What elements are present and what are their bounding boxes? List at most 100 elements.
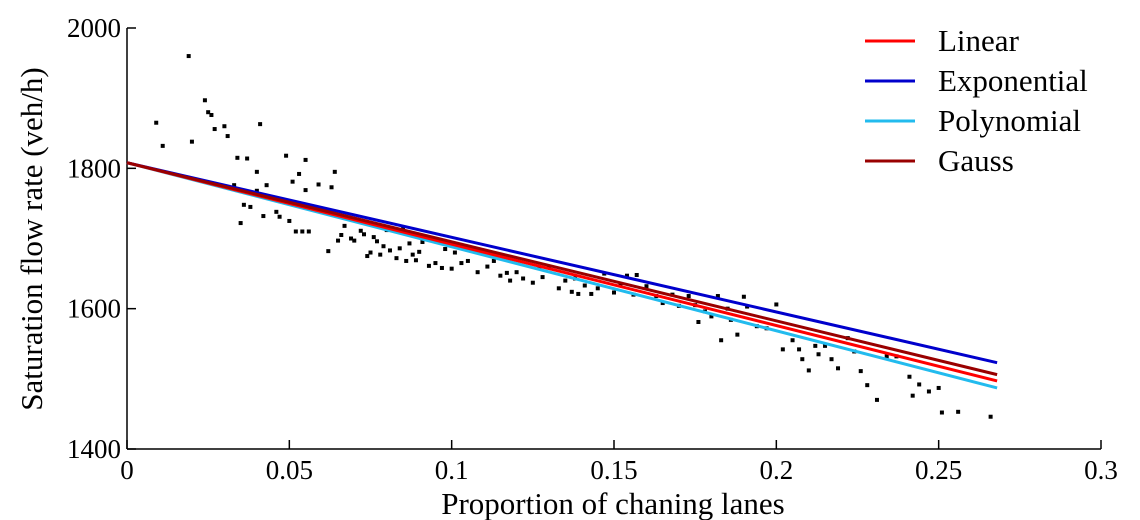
data-point (241, 202, 246, 207)
data-point (186, 54, 191, 59)
data-point (245, 156, 250, 161)
data-point (349, 236, 354, 241)
data-point (339, 232, 344, 237)
data-point (261, 214, 266, 219)
data-point (316, 182, 321, 187)
data-point (709, 314, 714, 319)
data-point (452, 250, 457, 255)
x-tick-label: 0 (120, 455, 134, 485)
data-point (417, 249, 422, 254)
data-point (939, 410, 944, 415)
data-point (433, 261, 438, 266)
legend-label-polynomial: Polynomial (938, 103, 1081, 138)
data-point (365, 254, 370, 259)
data-point (660, 301, 665, 306)
data-point (816, 352, 821, 357)
data-point (209, 113, 214, 118)
data-point (374, 239, 379, 244)
data-point (926, 389, 931, 394)
data-point (485, 264, 490, 269)
data-point (449, 266, 454, 271)
fit-lines (126, 161, 998, 390)
data-point (589, 291, 594, 296)
data-point (595, 286, 600, 291)
data-point (258, 122, 263, 127)
data-point (287, 218, 292, 223)
data-point (293, 229, 298, 234)
data-point (368, 250, 373, 255)
y-axis-label: Saturation flow rate (veh/h) (14, 67, 49, 410)
data-point (735, 332, 740, 337)
data-point (521, 276, 526, 281)
data-point (514, 270, 519, 275)
x-tick-label: 0.05 (266, 455, 313, 485)
data-point (342, 223, 347, 228)
data-point (407, 241, 412, 246)
data-point (362, 232, 367, 237)
tick-labels: 0 0.05 0.1 0.15 0.2 0.25 0.3 1400 1600 1800 2000 (67, 13, 1118, 485)
data-point (475, 270, 480, 275)
data-point (800, 357, 805, 362)
data-point (154, 120, 159, 125)
data-point (300, 229, 305, 234)
data-point (329, 185, 334, 190)
data-point (806, 368, 811, 373)
data-point (225, 134, 230, 139)
data-point (378, 252, 383, 257)
data-point (465, 258, 470, 263)
data-points (154, 54, 993, 419)
data-point (248, 204, 253, 209)
data-point (644, 284, 649, 289)
data-point (264, 183, 269, 188)
series-line-gauss (126, 161, 998, 377)
legend-label-linear: Linear (938, 23, 1020, 58)
data-point (612, 290, 616, 295)
data-point (358, 228, 363, 233)
data-point (829, 357, 834, 362)
x-tick-label: 0.15 (590, 455, 637, 485)
data-point (582, 283, 587, 288)
data-point (222, 124, 227, 129)
x-tick-label: 0.1 (435, 455, 469, 485)
data-point (884, 354, 889, 359)
data-point (907, 374, 912, 379)
data-point (371, 235, 376, 240)
data-point (381, 244, 386, 249)
data-point (235, 155, 240, 160)
data-point (715, 294, 720, 299)
data-point (459, 261, 464, 266)
data-point (780, 347, 785, 352)
y-tick-label: 1600 (67, 294, 121, 324)
data-point (988, 414, 993, 419)
data-point (306, 229, 311, 234)
data-point (790, 338, 795, 343)
data-point (910, 393, 915, 398)
data-point (498, 273, 503, 278)
x-tick-label: 0.3 (1084, 455, 1118, 485)
data-point (274, 209, 279, 214)
y-tick-label: 1400 (67, 434, 121, 464)
data-point (696, 319, 701, 324)
data-point (556, 286, 561, 291)
data-point (290, 179, 295, 184)
data-point (865, 383, 870, 388)
y-tick-label: 2000 (67, 13, 121, 43)
legend-label-exponential: Exponential (938, 63, 1088, 98)
data-point (277, 214, 282, 219)
axes (126, 27, 1102, 450)
data-point (212, 127, 217, 132)
x-axis-label: Proportion of chaning lanes (441, 486, 785, 520)
data-point (569, 289, 574, 294)
data-point (394, 256, 399, 261)
data-point (719, 338, 724, 343)
data-point (823, 343, 828, 348)
data-point (284, 153, 289, 158)
data-point (530, 280, 535, 285)
data-point (254, 169, 259, 174)
data-point (504, 270, 509, 275)
data-point (206, 110, 211, 115)
data-point (686, 294, 691, 299)
data-point (858, 369, 863, 374)
data-point (413, 258, 418, 263)
